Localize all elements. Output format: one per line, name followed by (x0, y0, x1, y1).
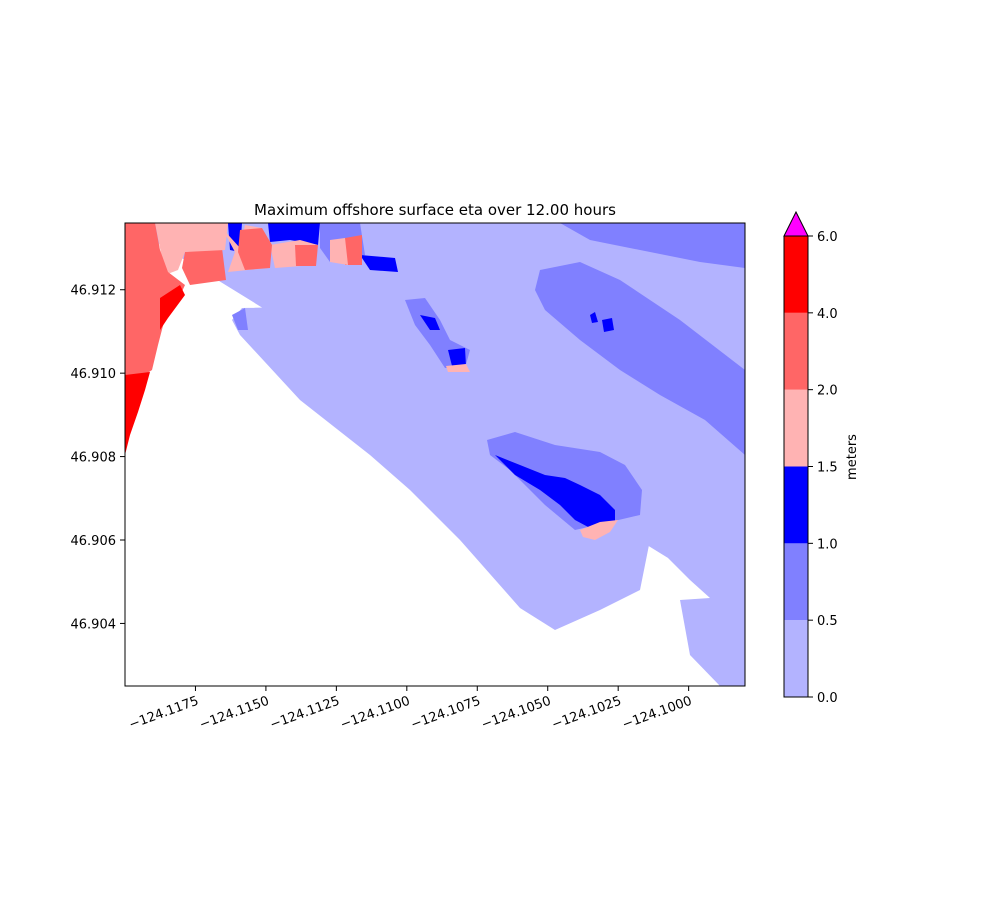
eta-region-red-west (125, 372, 150, 455)
colorbar-tick-label: 2.0 (817, 384, 838, 399)
y-tick-label: 46.912 (71, 284, 117, 299)
y-tick-label: 46.906 (71, 534, 117, 549)
x-tick-label: −124.1000 (620, 694, 694, 733)
colorbar-tick-label: 0.0 (817, 691, 838, 706)
eta-region-medium-blue-offshore (535, 262, 745, 455)
chart-title: Maximum offshore surface eta over 12.00 … (254, 201, 616, 219)
eta-region-medium-speckle (590, 312, 614, 332)
eta-region-pink-top3 (330, 238, 348, 265)
eta-region-light-blue (125, 223, 745, 686)
eta-region-red-top-c (182, 248, 226, 285)
colorbar-label: meters (845, 434, 860, 480)
eta-region-medium-blue-bay (232, 308, 248, 330)
colorbar-tick-label: 4.0 (817, 307, 838, 322)
x-axis: −124.1175−124.1150−124.1125−124.1100−124… (127, 686, 694, 733)
colorbar-segment (784, 389, 808, 467)
eta-region-dark-blue-lobe (495, 455, 615, 528)
eta-region-salmon-west (125, 223, 185, 382)
colorbar-segment (784, 620, 808, 697)
x-tick-label: −124.1025 (550, 694, 624, 733)
plot-frame (124, 222, 746, 687)
eta-region-red-top-d (345, 235, 362, 265)
y-tick-label: 46.910 (71, 367, 117, 382)
y-tick-label: 46.908 (71, 451, 117, 466)
x-tick-label: −124.1075 (409, 694, 483, 733)
eta-region-dark-blue-top3 (360, 255, 398, 272)
eta-region-medium-blue-top (560, 223, 745, 268)
colorbar-segment (784, 312, 808, 390)
x-tick-label: −124.1100 (339, 694, 413, 733)
x-tick-label: −124.1050 (479, 694, 553, 733)
colorbar-tick-label: 1.5 (817, 461, 838, 476)
colorbar-segment (784, 543, 808, 621)
eta-region-pink-west (155, 223, 228, 275)
colorbar: 0.0 0.5 1.0 1.5 2.0 4.0 6.0 (783, 210, 838, 706)
map-plot (124, 222, 746, 687)
colorbar-segment (784, 466, 808, 544)
colorbar-extend-max (783, 210, 809, 237)
eta-region-red-top-b (295, 245, 318, 266)
y-axis: 46.904 46.906 46.908 46.910 46.912 (71, 284, 125, 632)
colorbar-tick-label: 6.0 (817, 230, 838, 245)
eta-region-red-top-a (238, 228, 272, 270)
eta-region-dark-blue-channel (420, 315, 466, 366)
colorbar-tick-label: 0.5 (817, 614, 838, 629)
x-tick-label: −124.1125 (268, 694, 342, 733)
eta-region-pink-jetty (580, 520, 618, 540)
x-tick-label: −124.1150 (198, 694, 272, 733)
y-tick-label: 46.904 (71, 617, 117, 632)
x-tick-label: −124.1175 (127, 694, 201, 733)
eta-region-pink-channel (446, 364, 470, 372)
colorbar-segment (784, 236, 808, 313)
eta-region-dark-blue-top2 (268, 223, 320, 245)
colorbar-tick-label: 1.0 (817, 537, 838, 552)
eta-region-red-west2 (160, 285, 185, 330)
